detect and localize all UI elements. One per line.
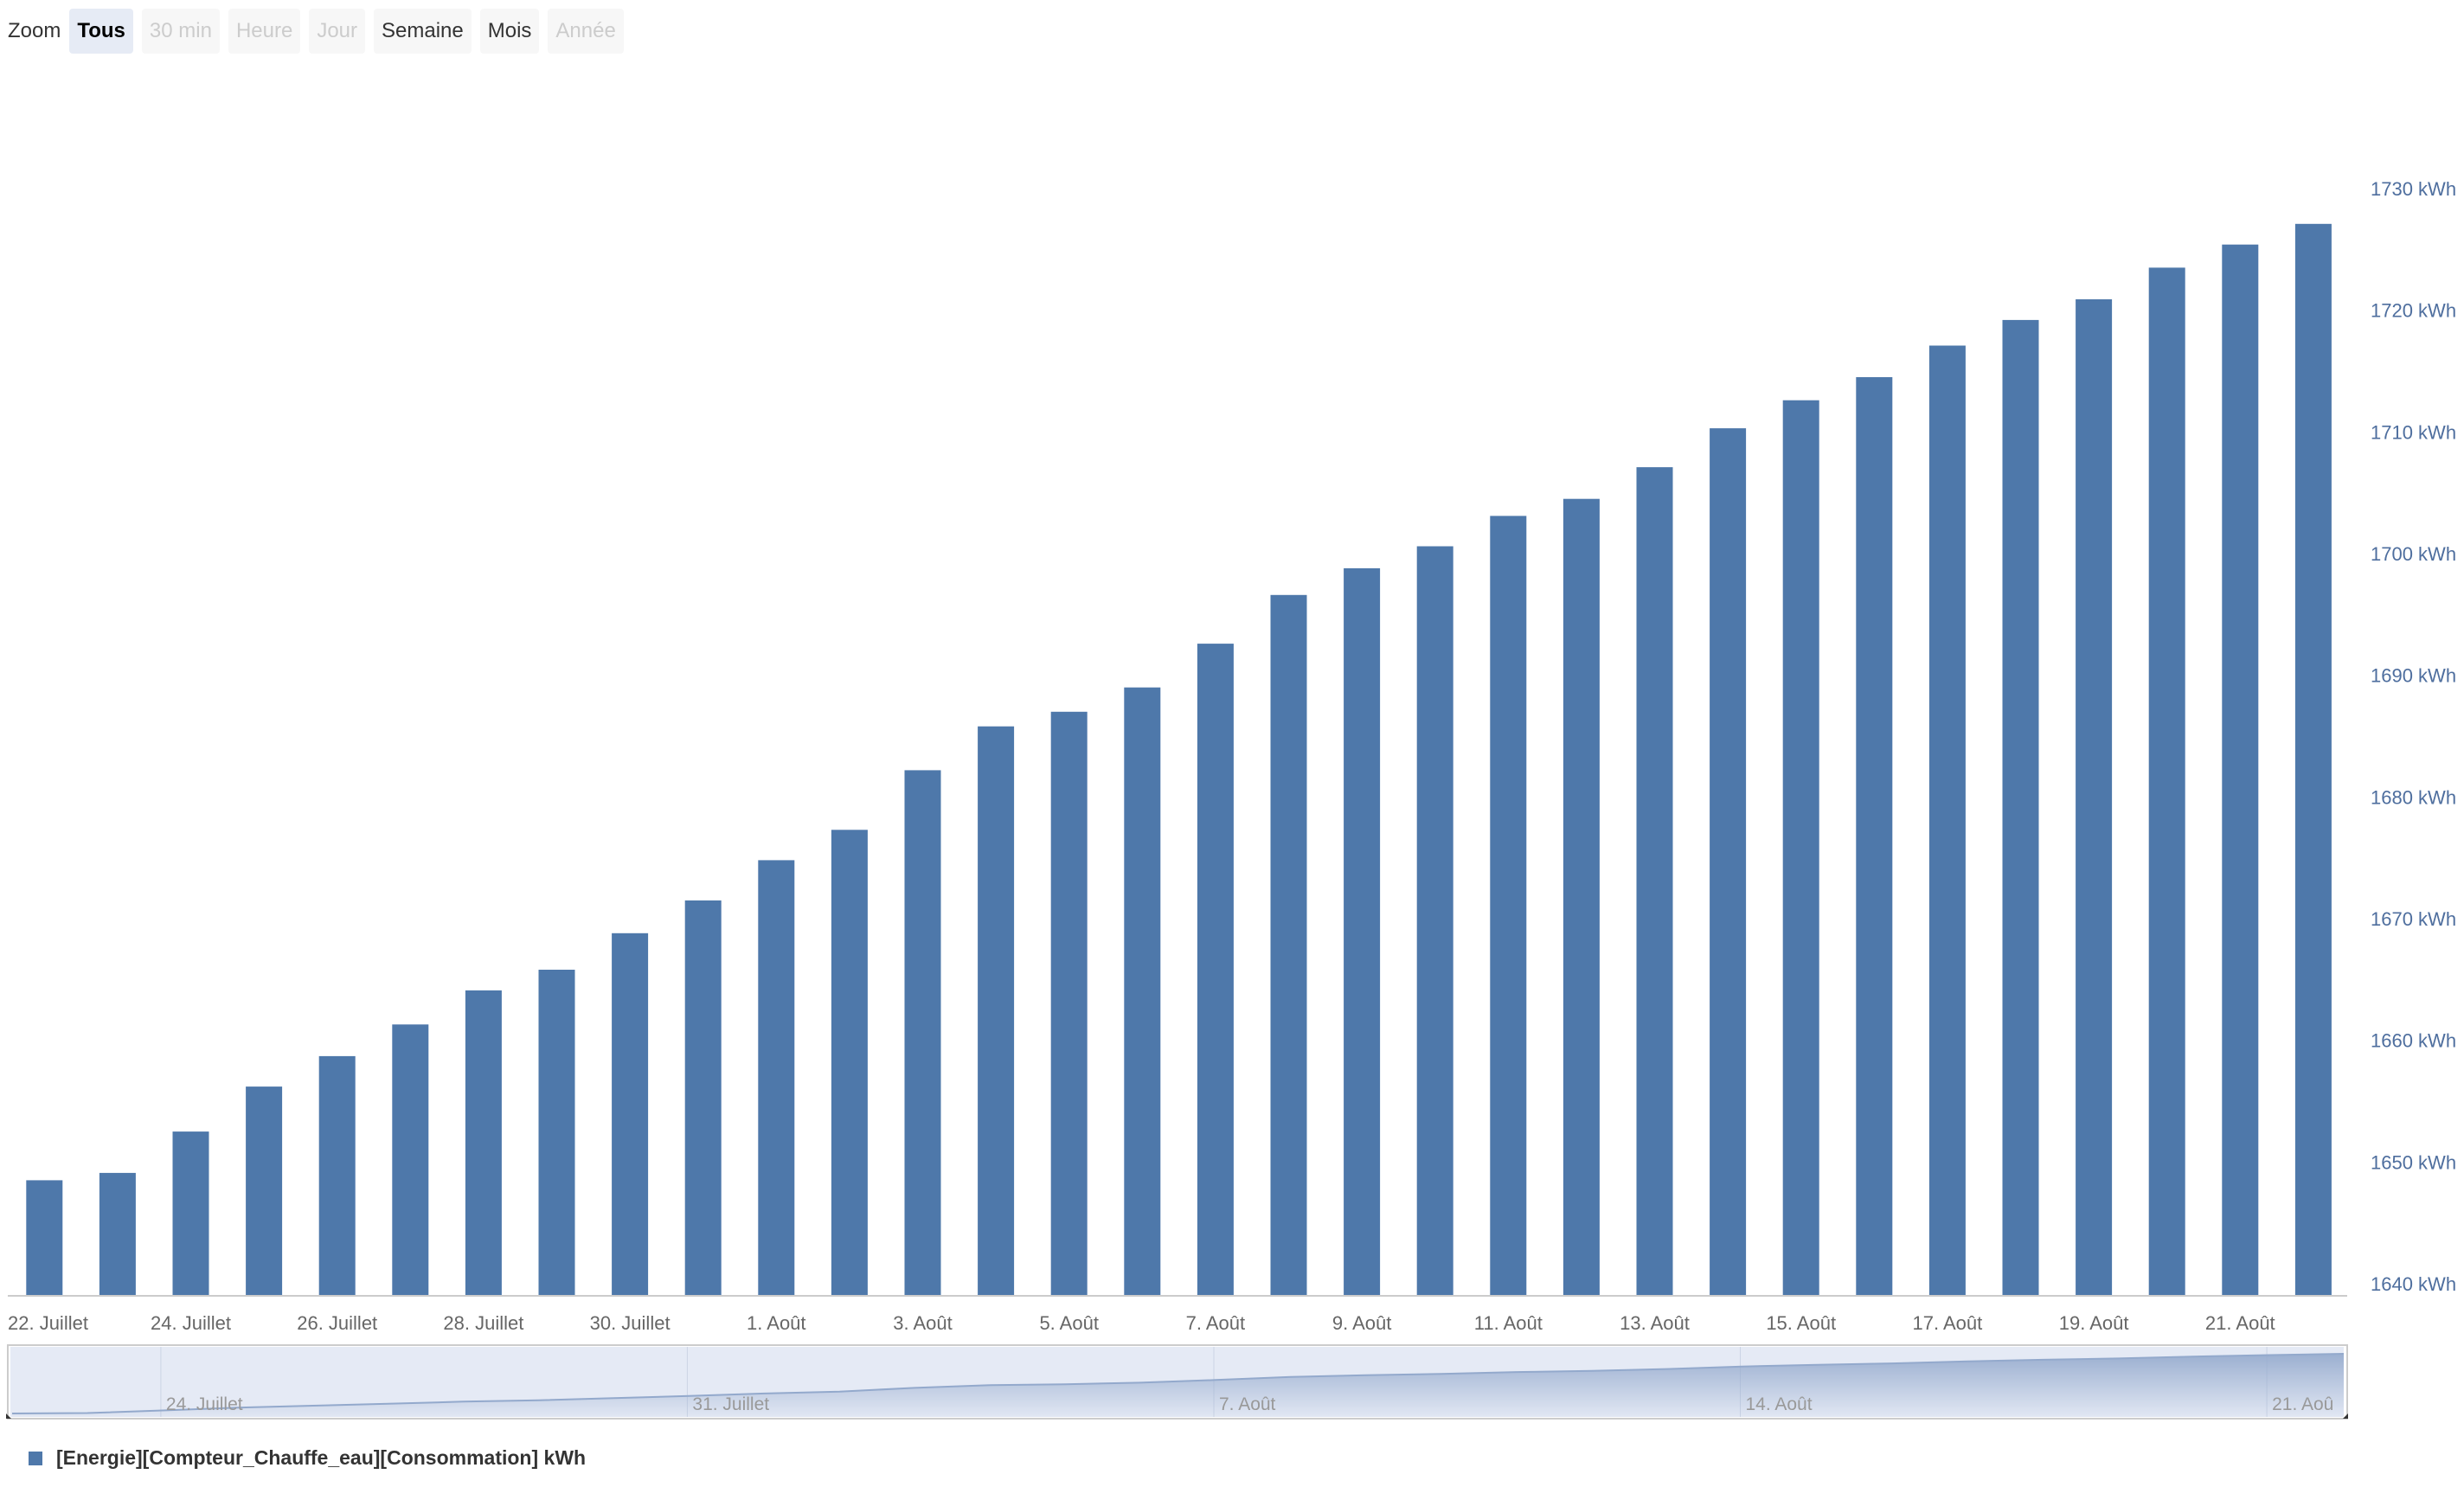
x-tick-label: 19. Août <box>2059 1312 2129 1334</box>
zoom-year-button[interactable]: Année <box>548 9 624 54</box>
x-tick-label: 30. Juillet <box>590 1312 671 1334</box>
zoom-hour-button[interactable]: Heure <box>228 9 301 54</box>
bar-series <box>26 223 2332 1297</box>
y-tick-label: 1670 kWh <box>2371 908 2456 930</box>
zoom-label: Zoom <box>8 19 61 42</box>
x-tick-label: 13. Août <box>1620 1312 1690 1334</box>
zoom-30min-button[interactable]: 30 min <box>141 9 220 54</box>
x-tick-label: 1. Août <box>747 1312 806 1334</box>
x-tick-label: 9. Août <box>1332 1312 1392 1334</box>
bar[interactable] <box>1636 467 1673 1296</box>
bar[interactable] <box>26 1180 63 1296</box>
bar[interactable] <box>978 726 1015 1296</box>
legend-swatch <box>29 1451 42 1465</box>
bar[interactable] <box>2222 244 2259 1297</box>
bar[interactable] <box>465 990 502 1296</box>
bar[interactable] <box>2076 299 2113 1296</box>
x-tick-label: 11. Août <box>1474 1312 1543 1334</box>
bar[interactable] <box>1928 345 1966 1297</box>
y-tick-label: 1700 kWh <box>2371 543 2456 565</box>
bar[interactable] <box>1782 400 1819 1297</box>
bar[interactable] <box>2148 267 2185 1296</box>
bar[interactable] <box>318 1055 356 1296</box>
navigator-tick-label: 24. Juillet <box>166 1394 243 1414</box>
legend[interactable]: [Energie][Compteur_Chauffe_eau][Consomma… <box>29 1446 586 1470</box>
bar[interactable] <box>246 1086 283 1296</box>
x-tick-label: 5. Août <box>1039 1312 1099 1334</box>
zoom-month-button[interactable]: Mois <box>479 9 540 54</box>
zoom-day-button[interactable]: Jour <box>309 9 366 54</box>
bar[interactable] <box>1562 498 1600 1296</box>
bar[interactable] <box>2002 319 2039 1296</box>
navigator-tick-label: 31. Juillet <box>692 1394 769 1414</box>
bar[interactable] <box>612 933 649 1296</box>
bar[interactable] <box>684 900 722 1296</box>
navigator-selection-mask[interactable] <box>10 1347 2344 1417</box>
bar[interactable] <box>1050 711 1088 1296</box>
navigator-tick-label: 7. Août <box>1219 1394 1276 1414</box>
y-axis-ticks: 1640 kWh 1650 kWh 1660 kWh 1670 kWh 1680 kWh… <box>2371 178 2456 1295</box>
navigator-right-handle[interactable] <box>2343 1413 2348 1419</box>
bar[interactable] <box>1416 546 1453 1297</box>
zoom-all-button[interactable]: Tous <box>69 9 133 54</box>
bar[interactable] <box>1490 516 1527 1296</box>
bar[interactable] <box>2294 223 2332 1296</box>
x-tick-label: 24. Juillet <box>151 1312 231 1334</box>
x-tick-label: 17. Août <box>1913 1312 1983 1334</box>
bar[interactable] <box>172 1131 209 1296</box>
bar[interactable] <box>831 830 868 1296</box>
bar[interactable] <box>758 860 795 1296</box>
y-tick-label: 1640 kWh <box>2371 1273 2456 1295</box>
x-axis-ticks: 22. Juillet 24. Juillet 26. Juillet 28. Jui… <box>8 1312 2275 1334</box>
x-tick-label: 3. Août <box>893 1312 953 1334</box>
x-tick-label: 15. Août <box>1766 1312 1836 1334</box>
y-tick-label: 1720 kWh <box>2371 300 2456 322</box>
x-tick-label: 22. Juillet <box>8 1312 88 1334</box>
bar[interactable] <box>1270 594 1307 1296</box>
y-tick-label: 1680 kWh <box>2371 786 2456 808</box>
zoom-toolbar: Zoom Tous 30 min Heure Jour Semaine Mois… <box>0 7 632 55</box>
navigator: 24. Juillet 31. Juillet 7. Août 14. Août 21.… <box>6 1344 2348 1420</box>
x-tick-label: 21. Août <box>2205 1312 2275 1334</box>
bar[interactable] <box>538 970 575 1296</box>
zoom-week-button[interactable]: Semaine <box>374 9 472 54</box>
legend-label: [Energie][Compteur_Chauffe_eau][Consomma… <box>56 1446 587 1469</box>
y-tick-label: 1650 kWh <box>2371 1151 2456 1173</box>
bar[interactable] <box>1856 377 1893 1296</box>
navigator-left-handle[interactable] <box>6 1413 11 1419</box>
bar[interactable] <box>1124 687 1161 1296</box>
navigator-tick-label: 21. Aoû <box>2272 1394 2333 1414</box>
navigator-tick-label: 14. Août <box>1746 1394 1813 1414</box>
bar[interactable] <box>99 1172 136 1296</box>
y-tick-label: 1730 kWh <box>2371 178 2456 200</box>
y-tick-label: 1710 kWh <box>2371 421 2456 443</box>
y-tick-label: 1690 kWh <box>2371 665 2456 687</box>
bar[interactable] <box>1344 567 1381 1296</box>
navigator-labels: 24. Juillet 31. Juillet 7. Août 14. Août 21.… <box>166 1394 2333 1414</box>
bar[interactable] <box>1197 644 1234 1296</box>
bar[interactable] <box>904 770 941 1296</box>
x-tick-label: 26. Juillet <box>297 1312 377 1334</box>
y-tick-label: 1660 kWh <box>2371 1030 2456 1052</box>
x-tick-label: 7. Août <box>1186 1312 1246 1334</box>
bar[interactable] <box>392 1024 429 1296</box>
bar[interactable] <box>1710 428 1747 1297</box>
x-tick-label: 28. Juillet <box>443 1312 523 1334</box>
